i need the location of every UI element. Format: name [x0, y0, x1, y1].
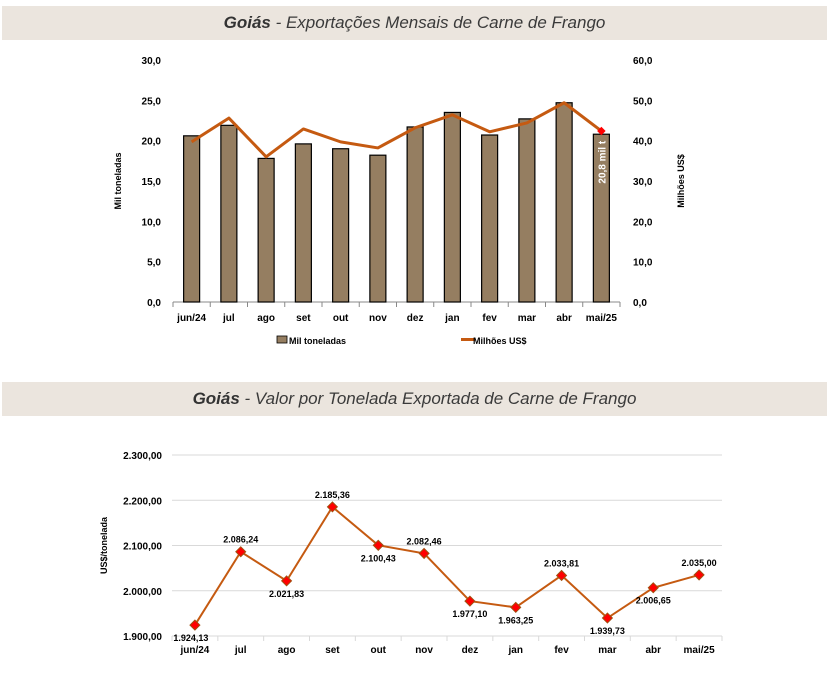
chart1-title-banner: Goiás - Exportações Mensais de Carne de …	[2, 6, 827, 40]
x-tick-label: mar	[598, 645, 616, 656]
y-left-tick-label: 0,0	[147, 298, 161, 309]
price-data-label: 2.100,43	[361, 553, 396, 563]
price-data-label: 2.021,83	[269, 589, 304, 599]
bar-mil-toneladas	[518, 118, 536, 303]
y-tick-label: 2.200,00	[123, 496, 162, 507]
y-right-axis-title: Milhões US$	[676, 154, 686, 208]
bar-mil-toneladas	[555, 102, 573, 303]
bar-mil-toneladas	[481, 134, 499, 303]
y-axis-title: US$/tonelada	[99, 516, 109, 574]
price-data-label: 1.939,73	[590, 626, 625, 636]
legend-line-label: Milhões US$	[473, 336, 527, 346]
x-tick-label: jul	[234, 645, 247, 656]
y-right-tick-label: 20,0	[633, 217, 653, 228]
y-left-tick-label: 5,0	[147, 258, 161, 269]
y-left-tick-label: 25,0	[142, 96, 162, 107]
x-tick-label: dez	[407, 313, 424, 324]
bar-mil-toneladas	[257, 157, 275, 303]
price-data-label: 2.086,24	[223, 535, 258, 545]
price-per-ton-line-chart: 1.900,00 2.000,00 2.100,00 2.200,00 2.300,00…	[99, 451, 723, 656]
chart2-title-banner: Goiás - Valor por Tonelada Exportada de …	[2, 382, 827, 416]
x-tick-label: nov	[369, 313, 387, 324]
price-data-label: 2.082,46	[407, 536, 442, 546]
price-point-marker	[189, 619, 201, 631]
price-data-label: 1.924,13	[173, 633, 208, 643]
price-point-marker	[647, 582, 659, 594]
x-tick-label: jan	[444, 313, 459, 324]
y-left-tick-label: 10,0	[142, 217, 162, 228]
bar-mil-toneladas	[294, 143, 312, 303]
price-point-marker	[418, 547, 430, 560]
x-tick-label: abr	[645, 645, 661, 656]
x-tick-label: mai/25	[586, 313, 618, 324]
price-point-marker	[510, 601, 522, 614]
price-point-marker	[693, 569, 705, 581]
price-point-marker	[372, 539, 384, 551]
price-line	[194, 505, 700, 626]
x-tick-label: set	[325, 645, 340, 656]
x-tick-label: ago	[257, 313, 275, 324]
x-tick-label: nov	[415, 645, 433, 656]
x-tick-label: fev	[554, 645, 569, 656]
x-tick-label: out	[370, 645, 386, 656]
bar-mil-toneladas	[406, 126, 424, 303]
y-tick-label: 2.000,00	[123, 587, 162, 598]
legend-bar-swatch	[276, 335, 288, 344]
x-tick-label: mar	[518, 313, 536, 324]
chart1-title-text: - Exportações Mensais de Carne de Frango	[270, 13, 606, 32]
price-point-marker	[235, 546, 247, 558]
price-point-marker	[601, 612, 614, 624]
y-left-tick-label: 30,0	[142, 56, 162, 67]
x-tick-label: dez	[462, 645, 479, 656]
y-left-tick-label: 15,0	[142, 177, 162, 188]
bar-mil-toneladas	[443, 111, 461, 303]
y-right-tick-label: 10,0	[633, 258, 653, 269]
x-tick-label: mai/25	[684, 645, 716, 656]
price-point-marker	[280, 575, 293, 587]
legend-bar-label: Mil toneladas	[289, 336, 346, 346]
chart2-title-text: - Valor por Tonelada Exportada de Carne …	[239, 389, 637, 408]
x-tick-label: out	[333, 313, 349, 324]
y-tick-label: 2.100,00	[123, 542, 162, 553]
bar-mil-toneladas	[183, 135, 201, 303]
x-tick-label: set	[296, 313, 311, 324]
price-data-label: 2.006,65	[636, 596, 671, 606]
price-data-label: 1.963,25	[498, 615, 533, 625]
y-right-tick-label: 40,0	[633, 137, 653, 148]
price-data-label: 2.185,36	[315, 490, 350, 500]
x-tick-label: fev	[482, 313, 497, 324]
price-point-marker	[464, 595, 476, 607]
y-tick-label: 2.300,00	[123, 451, 162, 462]
y-right-tick-label: 50,0	[633, 96, 653, 107]
bar-mil-toneladas	[332, 148, 350, 303]
x-tick-label: abr	[556, 313, 572, 324]
x-tick-label: jun/24	[176, 313, 206, 324]
price-point-marker	[326, 501, 339, 513]
y-right-tick-label: 60,0	[633, 56, 653, 67]
x-tick-label: ago	[278, 645, 296, 656]
price-data-label: 2.035,00	[682, 558, 717, 568]
price-data-label: 1.977,10	[452, 609, 487, 619]
y-right-tick-label: 30,0	[633, 177, 653, 188]
y-tick-label: 1.900,00	[123, 632, 162, 643]
x-tick-label: jan	[508, 645, 523, 656]
bar-mil-toneladas	[220, 124, 238, 303]
bar-annotation-label: 20,8 mil t	[597, 140, 608, 183]
exports-combo-chart: 0,0 5,0 10,0 15,0 20,0 25,0 30,0 0,0 10,0 20,0 30,…	[113, 56, 686, 346]
x-tick-label: jun/24	[179, 645, 209, 656]
y-right-tick-label: 0,0	[633, 298, 647, 309]
chart1-title-region: Goiás	[223, 13, 271, 32]
legend-line-swatch	[461, 338, 475, 341]
x-tick-label: jul	[222, 313, 235, 324]
chart2-title-region: Goiás	[192, 389, 240, 408]
price-point-marker	[555, 569, 568, 582]
y-left-tick-label: 20,0	[142, 137, 162, 148]
line-milhoes-usd	[190, 101, 603, 159]
price-data-label: 2.033,81	[544, 558, 579, 568]
bar-mil-toneladas	[369, 154, 387, 303]
y-left-axis-title: Mil toneladas	[113, 152, 123, 209]
